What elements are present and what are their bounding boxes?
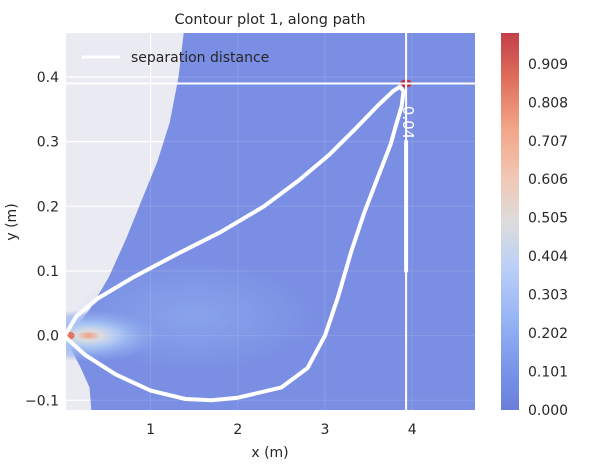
colorbar-gradient <box>501 33 519 410</box>
legend-label-separation-distance: separation distance <box>131 50 269 66</box>
colorbar-tick-label: 0.303 <box>528 288 568 304</box>
y-axis-ticks: −0.1 0.0 0.1 0.2 0.3 0.4 <box>25 70 59 409</box>
y-tick-label: 0.3 <box>37 135 59 151</box>
y-tick-label: −0.1 <box>25 393 59 409</box>
colorbar-tick-label: 0.606 <box>528 172 568 188</box>
field-gradient <box>66 79 413 372</box>
colorbar-tick-label: 0.808 <box>528 95 568 111</box>
separation-distance-contour <box>66 84 406 403</box>
y-axis-label: y (m) <box>4 203 20 240</box>
y-tick-label: 0.4 <box>37 70 59 86</box>
colorbar-tick-label: 0.909 <box>528 57 568 73</box>
chart-title: Contour plot 1, along path <box>174 12 365 28</box>
colorbar-ticks: 0.000 0.101 0.202 0.303 0.404 0.505 0.606 0.707… <box>528 57 568 419</box>
x-tick-label: 3 <box>321 422 330 438</box>
colorbar-tick-label: 0.000 <box>528 403 568 419</box>
x-tick-label: 1 <box>146 422 155 438</box>
colorbar-tick-label: 0.505 <box>528 211 568 227</box>
x-tick-label: 2 <box>233 422 242 438</box>
x-axis-label: x (m) <box>251 445 288 461</box>
colorbar: 0.000 0.101 0.202 0.303 0.404 0.505 0.606 0.707… <box>501 33 568 419</box>
colorbar-tick-label: 0.202 <box>528 326 568 342</box>
x-axis-ticks: 1 2 3 4 <box>146 422 417 438</box>
contour-annotation: 0.04 <box>399 106 417 139</box>
y-tick-label: 0.0 <box>37 329 59 345</box>
separation-distance-layer <box>66 33 475 410</box>
legend: separation distance <box>82 50 269 66</box>
colorbar-tick-label: 0.707 <box>528 134 568 150</box>
source-glow <box>66 309 159 362</box>
colorbar-tick-label: 0.101 <box>528 365 568 381</box>
y-tick-label: 0.2 <box>37 199 59 215</box>
x-tick-label: 4 <box>408 422 417 438</box>
y-tick-label: 0.1 <box>37 264 59 280</box>
colorbar-tick-label: 0.404 <box>528 249 568 265</box>
